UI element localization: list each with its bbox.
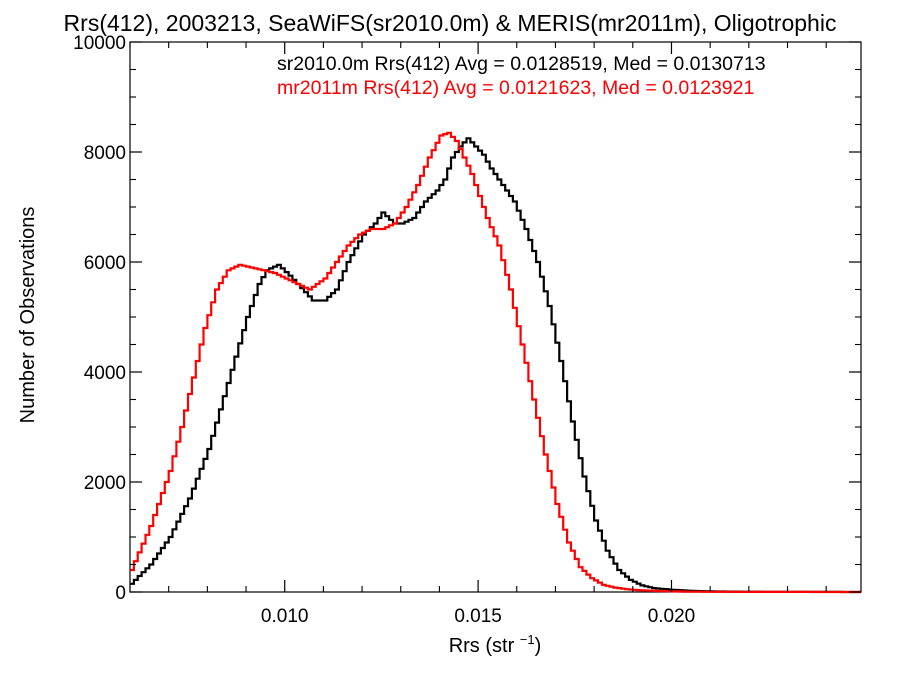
x-tick-label: 0.020 [648,606,696,627]
series-layer [130,131,861,594]
y-tick-label: 10000 [73,33,126,54]
x-axis-label-suffix: ) [535,635,542,657]
tick-layer: 0.010 0.015 0.020 0 2000 4000 6000 8000 10000 [73,33,861,627]
y-tick-label: 4000 [84,363,126,384]
y-tick-label: 6000 [84,253,126,274]
legend: sr2010.0m Rrs(412) Avg = 0.0128519, Med … [277,53,766,99]
series-line-sr2010.0m [130,137,861,594]
y-axis-label: Number of Observations [17,207,39,424]
plot-frame [129,41,862,593]
series-line-mr2011m [130,131,861,594]
x-tick-label: 0.015 [454,606,502,627]
legend-entry: sr2010.0m Rrs(412) Avg = 0.0128519, Med … [277,53,766,75]
x-axis-label-superscript: −1 [520,632,535,647]
y-tick-label: 0 [115,583,126,604]
x-axis-label-text: Rrs (str [449,635,520,657]
y-tick-label: 2000 [84,473,126,494]
chart-title: Rrs(412), 2003213, SeaWiFS(sr2010.0m) & … [64,10,837,36]
legend-entry: mr2011m Rrs(412) Avg = 0.0121623, Med = … [277,77,754,99]
x-tick-label: 0.010 [261,606,309,627]
x-axis-label: Rrs (str −1) [449,632,542,657]
y-tick-label: 8000 [84,143,126,164]
